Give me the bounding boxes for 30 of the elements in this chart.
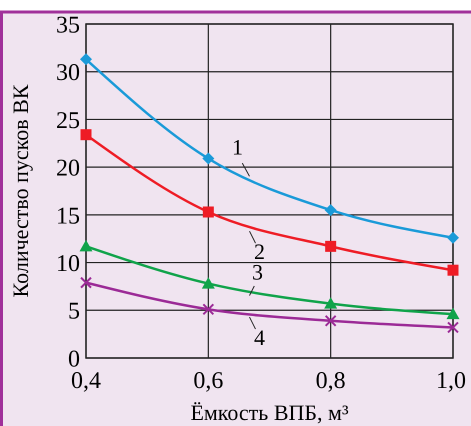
y-tick-label: 5 bbox=[68, 298, 80, 325]
series-label: 4 bbox=[254, 325, 265, 350]
point bbox=[202, 152, 214, 165]
x-axis-title: Ёмкость ВПБ, м³ bbox=[190, 400, 349, 425]
point bbox=[447, 321, 459, 334]
y-tick-label: 25 bbox=[56, 108, 80, 134]
x-tick-label: 0,8 bbox=[316, 368, 346, 394]
y-tick-label: 30 bbox=[56, 60, 80, 86]
point bbox=[324, 314, 337, 327]
point bbox=[324, 297, 338, 309]
point bbox=[202, 303, 214, 316]
y-tick-label: 35 bbox=[56, 12, 80, 38]
y-tick-label: 15 bbox=[56, 203, 80, 230]
point bbox=[446, 308, 460, 320]
point bbox=[80, 129, 92, 140]
point bbox=[80, 53, 92, 66]
y-axis-title: Количество пусков ВК bbox=[8, 84, 33, 298]
point bbox=[80, 276, 92, 289]
point bbox=[80, 240, 92, 252]
point bbox=[324, 204, 337, 216]
series-label: 1 bbox=[232, 134, 243, 160]
point bbox=[325, 240, 336, 252]
point bbox=[447, 232, 459, 244]
point bbox=[202, 277, 215, 289]
x-tick-label: 1,0 bbox=[436, 368, 466, 394]
y-tick-label: 10 bbox=[56, 250, 80, 277]
x-tick-label: 0,6 bbox=[193, 368, 224, 394]
y-tick-label: 20 bbox=[56, 156, 80, 182]
point bbox=[202, 206, 214, 218]
point bbox=[448, 264, 458, 276]
